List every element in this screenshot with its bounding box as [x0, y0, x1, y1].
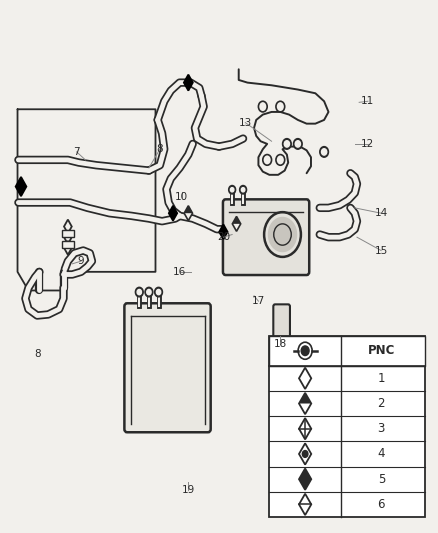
- Text: 4: 4: [378, 448, 385, 461]
- FancyBboxPatch shape: [124, 303, 211, 432]
- Circle shape: [155, 287, 162, 297]
- Text: 13: 13: [239, 118, 252, 127]
- Polygon shape: [16, 177, 26, 196]
- Circle shape: [229, 185, 236, 194]
- Circle shape: [147, 289, 151, 295]
- Bar: [62, 230, 74, 237]
- Text: 14: 14: [374, 208, 388, 218]
- Text: 6: 6: [378, 498, 385, 511]
- Circle shape: [283, 139, 291, 149]
- FancyBboxPatch shape: [223, 199, 309, 275]
- Polygon shape: [219, 224, 228, 239]
- Polygon shape: [299, 494, 311, 515]
- Polygon shape: [299, 368, 311, 389]
- Text: 19: 19: [182, 486, 195, 495]
- Text: 18: 18: [274, 339, 287, 349]
- Circle shape: [321, 149, 327, 155]
- Polygon shape: [64, 230, 72, 244]
- Polygon shape: [169, 206, 177, 221]
- Text: 2: 2: [378, 397, 385, 410]
- Polygon shape: [299, 393, 311, 414]
- Circle shape: [145, 287, 153, 297]
- Text: 3: 3: [378, 422, 385, 435]
- Circle shape: [293, 139, 302, 149]
- Text: 15: 15: [374, 246, 388, 255]
- Circle shape: [284, 141, 290, 147]
- Text: 16: 16: [173, 267, 186, 277]
- Text: 7: 7: [73, 147, 80, 157]
- Polygon shape: [184, 206, 193, 221]
- Text: 8: 8: [34, 350, 41, 359]
- Circle shape: [135, 287, 143, 297]
- Circle shape: [240, 185, 247, 194]
- Polygon shape: [232, 216, 241, 224]
- Polygon shape: [299, 393, 311, 403]
- Polygon shape: [184, 206, 193, 213]
- Text: 10: 10: [175, 192, 188, 202]
- Polygon shape: [64, 241, 72, 255]
- Text: 8: 8: [156, 144, 163, 154]
- Text: 17: 17: [252, 296, 265, 306]
- FancyBboxPatch shape: [273, 304, 290, 343]
- Circle shape: [295, 141, 300, 147]
- Circle shape: [320, 147, 328, 157]
- Text: 12: 12: [361, 139, 374, 149]
- Circle shape: [268, 217, 297, 252]
- Text: 1: 1: [378, 372, 385, 385]
- Bar: [269, 336, 425, 366]
- Polygon shape: [299, 469, 311, 490]
- Polygon shape: [299, 443, 311, 465]
- Circle shape: [230, 188, 234, 192]
- Polygon shape: [299, 418, 311, 439]
- Circle shape: [241, 188, 245, 192]
- Polygon shape: [64, 220, 72, 233]
- Circle shape: [156, 289, 161, 295]
- Circle shape: [301, 346, 309, 356]
- Bar: [269, 336, 425, 517]
- Text: 11: 11: [361, 96, 374, 106]
- Circle shape: [302, 450, 308, 457]
- Bar: [62, 241, 74, 248]
- Text: 5: 5: [378, 473, 385, 486]
- Polygon shape: [184, 75, 193, 91]
- Circle shape: [137, 289, 141, 295]
- Text: 9: 9: [78, 256, 85, 266]
- Text: 20: 20: [217, 232, 230, 242]
- Text: PNC: PNC: [367, 344, 395, 357]
- Polygon shape: [232, 216, 241, 231]
